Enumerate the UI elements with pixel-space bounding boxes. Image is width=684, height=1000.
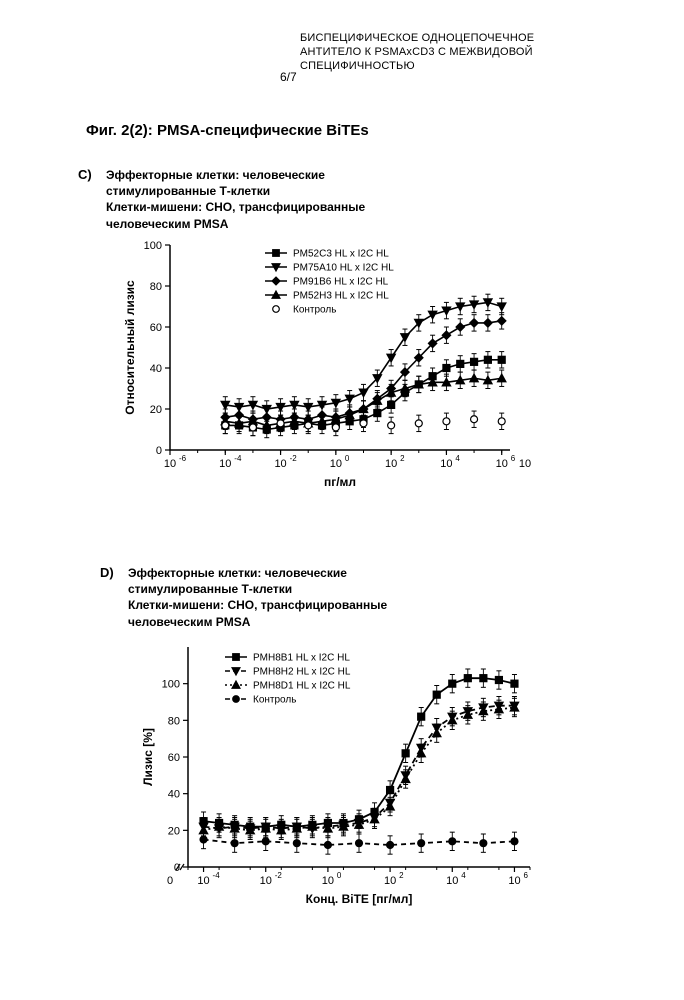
svg-text:PM52H3 HL x I2C HL: PM52H3 HL x I2C HL: [293, 291, 389, 302]
chart-d: 02040608010010-410-21001021041060Лизис […: [130, 635, 550, 920]
svg-text:-2: -2: [290, 454, 298, 463]
svg-text:PMH8D1 HL x I2C HL: PMH8D1 HL x I2C HL: [253, 681, 351, 692]
desc-line: Клетки-мишени: CHO, трансфицированные: [128, 597, 387, 613]
svg-text:10: 10: [519, 458, 531, 470]
svg-text:Контроль: Контроль: [293, 305, 336, 316]
panel-d-description: Эффекторные клетки: человеческие стимули…: [128, 565, 387, 630]
panel-c-label: C): [78, 167, 92, 182]
svg-text:60: 60: [150, 322, 162, 334]
svg-text:40: 40: [150, 363, 162, 375]
svg-text:10: 10: [385, 458, 397, 470]
svg-text:10: 10: [508, 875, 520, 887]
svg-text:-2: -2: [275, 871, 283, 880]
svg-text:10: 10: [164, 458, 176, 470]
desc-line: Эффекторные клетки: человеческие: [128, 565, 387, 581]
svg-text:4: 4: [455, 454, 460, 463]
svg-text:PMH8B1 HL x I2C HL: PMH8B1 HL x I2C HL: [253, 653, 350, 664]
svg-text:Конц. BiTE [пг/мл]: Конц. BiTE [пг/мл]: [306, 892, 413, 906]
chart-c: 02040608010010-610-410-210010210410610От…: [115, 235, 535, 500]
svg-text:4: 4: [461, 871, 466, 880]
svg-text:0: 0: [156, 445, 162, 457]
svg-text:2: 2: [399, 871, 404, 880]
svg-text:100: 100: [144, 240, 162, 252]
svg-text:80: 80: [150, 281, 162, 293]
svg-text:PMH8H2 HL x I2C HL: PMH8H2 HL x I2C HL: [253, 667, 351, 678]
svg-text:2: 2: [400, 454, 405, 463]
svg-text:PM75A10 HL x I2C HL: PM75A10 HL x I2C HL: [293, 263, 394, 274]
svg-text:10: 10: [440, 458, 452, 470]
svg-text:-6: -6: [179, 454, 187, 463]
svg-text:100: 100: [162, 679, 180, 691]
svg-text:Относительный лизис: Относительный лизис: [123, 280, 137, 415]
svg-text:20: 20: [168, 825, 180, 837]
svg-text:6: 6: [511, 454, 516, 463]
svg-text:10: 10: [384, 875, 396, 887]
desc-line: стимулированные Т-клетки: [106, 183, 365, 199]
svg-text:0: 0: [167, 875, 173, 887]
desc-line: Клетки-мишени: CHO, трансфицированные: [106, 199, 365, 215]
svg-text:0: 0: [337, 871, 342, 880]
svg-text:Лизис [%]: Лизис [%]: [141, 728, 155, 786]
svg-text:10: 10: [322, 875, 334, 887]
svg-text:PM91B6 HL x I2C HL: PM91B6 HL x I2C HL: [293, 277, 389, 288]
svg-text:40: 40: [168, 789, 180, 801]
panel-c-description: Эффекторные клетки: человеческие стимули…: [106, 167, 365, 232]
header-line: БИСПЕЦИФИЧЕСКОЕ ОДНОЦЕПОЧЕЧНОЕ: [300, 32, 660, 46]
figure-title: Фиг. 2(2): PMSA-специфические BiTEs: [86, 122, 369, 139]
page-number: 6/7: [280, 70, 297, 84]
header-line: АНТИТЕЛО К PSMAxCD3 С МЕЖВИДОВОЙ: [300, 46, 660, 60]
svg-text:80: 80: [168, 715, 180, 727]
header-line: СПЕЦИФИЧНОСТЬЮ: [300, 60, 660, 74]
desc-line: человеческим PMSA: [128, 614, 387, 630]
svg-text:10: 10: [496, 458, 508, 470]
svg-text:6: 6: [523, 871, 528, 880]
svg-text:10: 10: [274, 458, 286, 470]
svg-text:0: 0: [345, 454, 350, 463]
svg-text:20: 20: [150, 404, 162, 416]
svg-text:10: 10: [260, 875, 272, 887]
svg-text:10: 10: [219, 458, 231, 470]
desc-line: человеческим PMSA: [106, 216, 365, 232]
desc-line: стимулированные Т-клетки: [128, 581, 387, 597]
svg-text:PM52C3 HL x I2C HL: PM52C3 HL x I2C HL: [293, 249, 389, 260]
doc-header: БИСПЕЦИФИЧЕСКОЕ ОДНОЦЕПОЧЕЧНОЕ АНТИТЕЛО …: [300, 32, 660, 73]
svg-text:-4: -4: [213, 871, 221, 880]
svg-text:пг/мл: пг/мл: [324, 475, 356, 489]
svg-text:10: 10: [197, 875, 209, 887]
svg-text:10: 10: [446, 875, 458, 887]
svg-text:-4: -4: [234, 454, 242, 463]
svg-text:Контроль: Контроль: [253, 695, 296, 706]
svg-text:10: 10: [330, 458, 342, 470]
svg-text:60: 60: [168, 752, 180, 764]
panel-d-label: D): [100, 565, 114, 580]
desc-line: Эффекторные клетки: человеческие: [106, 167, 365, 183]
